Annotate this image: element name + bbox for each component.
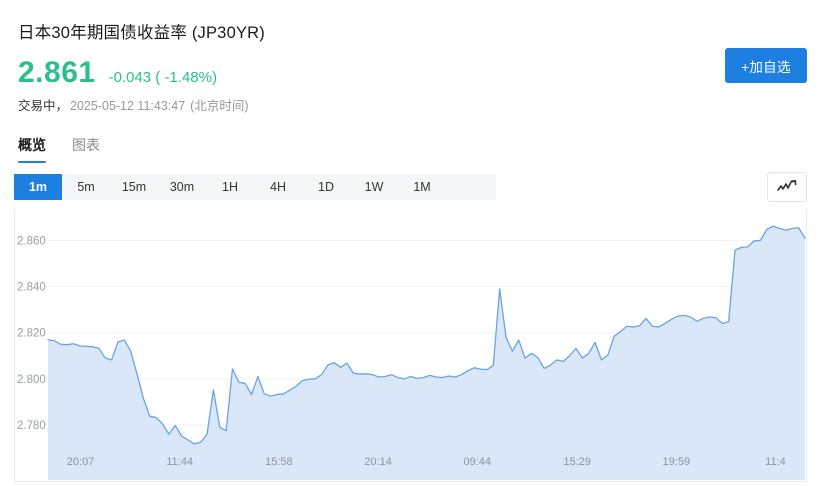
timeframe-1m[interactable]: 1m <box>14 174 62 200</box>
timeframe-15m[interactable]: 15m <box>121 180 147 194</box>
svg-text:20:07: 20:07 <box>67 456 95 468</box>
timeframe-1M[interactable]: 1M <box>413 180 431 194</box>
chart-type-button[interactable] <box>767 172 807 202</box>
svg-text:09:44: 09:44 <box>463 456 491 468</box>
price-change: -0.043 ( -1.48%) <box>108 69 217 86</box>
quote-row: 2.861 -0.043 ( -1.48%) <box>18 57 821 89</box>
chart-area-fill <box>48 226 805 480</box>
chart-canvas: 2.780 2.800 2.820 2.840 2.860 20:07 11:44 15:5… <box>17 225 806 480</box>
market-status-row: 交易中， 2025-05-12 11:43:47 (北京时间) <box>18 98 821 115</box>
timeframe-4h[interactable]: 4H <box>270 180 286 194</box>
price-chart[interactable]: 2.780 2.800 2.820 2.840 2.860 20:07 11:44 15:5… <box>14 210 807 482</box>
svg-text:19:59: 19:59 <box>663 456 691 468</box>
quote-header: 日本30年期国债收益率 (JP30YR) 2.861 -0.043 ( -1.4… <box>0 0 821 115</box>
svg-text:15:58: 15:58 <box>265 456 293 468</box>
quote-timestamp: 2025-05-12 11:43:47 <box>70 99 186 113</box>
y-axis-labels: 2.780 2.800 2.820 2.840 2.860 <box>17 235 46 431</box>
chart-line <box>47 225 806 445</box>
market-status: 交易中， <box>18 99 69 113</box>
timeframe-1d[interactable]: 1D <box>318 180 334 194</box>
svg-text:2.820: 2.820 <box>17 328 46 340</box>
current-price: 2.861 <box>18 56 96 89</box>
timeframe-30m[interactable]: 30m <box>169 180 195 194</box>
page-title: 日本30年期国债收益率 (JP30YR) <box>18 24 265 42</box>
timeframe-1w[interactable]: 1W <box>364 180 384 194</box>
svg-text:2.860: 2.860 <box>17 235 46 247</box>
timezone-note: (北京时间) <box>190 99 249 113</box>
svg-text:11:4: 11:4 <box>765 456 786 468</box>
timeframe-1h[interactable]: 1H <box>222 180 238 194</box>
svg-text:2.840: 2.840 <box>17 282 46 294</box>
tab-overview[interactable]: 概览 <box>18 135 46 163</box>
svg-text:11:44: 11:44 <box>166 456 193 468</box>
svg-text:15:29: 15:29 <box>563 456 591 468</box>
svg-text:2.780: 2.780 <box>17 420 46 432</box>
timeframe-toolbar: 1m 5m 15m 30m 1H 4H 1D 1W 1M <box>14 172 807 202</box>
timeframe-group: 1m 5m 15m 30m 1H 4H 1D 1W 1M <box>14 174 496 200</box>
line-chart-icon <box>777 180 797 191</box>
add-to-watchlist-button[interactable]: +加自选 <box>725 48 807 83</box>
timeframe-5m[interactable]: 5m <box>77 180 95 194</box>
x-axis-labels: 20:07 11:44 15:58 20:14 09:44 15:29 19:59 11:4 <box>67 456 786 468</box>
svg-text:2.800: 2.800 <box>17 374 46 386</box>
tab-charts[interactable]: 图表 <box>72 137 100 153</box>
svg-text:20:14: 20:14 <box>364 456 392 468</box>
tab-bar: 概览 图表 <box>18 135 821 163</box>
